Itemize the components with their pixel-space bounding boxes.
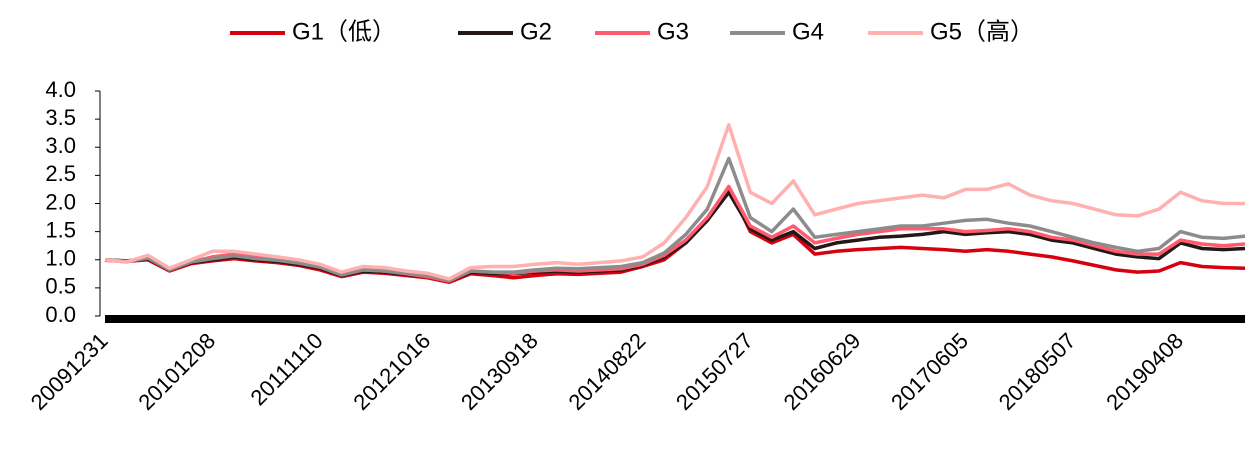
x-axis (105, 315, 1245, 323)
x-tick-label: 20170605 (886, 328, 973, 415)
x-tick-label: 20180507 (994, 328, 1081, 415)
x-tick-label: 20150727 (671, 328, 758, 415)
x-tick-label: 20121016 (348, 328, 435, 415)
series-line (104, 123, 1245, 281)
series-line (104, 184, 1246, 285)
legend-label: G2 (520, 18, 552, 45)
x-tick-label: 20101208 (133, 328, 220, 415)
y-tick-label: 3.5 (45, 105, 76, 130)
y-tick-label: 2.0 (45, 189, 76, 214)
y-tick-label: 1.5 (45, 217, 76, 242)
legend-label: G4 (792, 18, 824, 45)
legend-label: G1（低） (292, 18, 396, 45)
y-tick-label: 1.0 (45, 246, 76, 271)
y-tick-label: 0.0 (45, 302, 76, 327)
series-line (104, 184, 1246, 283)
x-tick-label: 20091231 (26, 328, 113, 415)
x-tick-label: 20111110 (245, 328, 327, 410)
legend-label: G3 (657, 18, 689, 45)
legend-label: G5（高） (930, 18, 1034, 45)
x-tick-label: 20160629 (779, 328, 866, 415)
x-tick-label: 20140822 (563, 328, 650, 415)
x-tick-label: 20190408 (1101, 328, 1188, 415)
y-tick-label: 2.5 (45, 161, 76, 186)
series-line (104, 156, 1246, 282)
y-tick-label: 4.0 (45, 77, 76, 102)
y-tick-label: 3.0 (45, 133, 76, 158)
y-tick-label: 0.5 (45, 274, 76, 299)
x-tick-label: 20130918 (456, 328, 543, 415)
